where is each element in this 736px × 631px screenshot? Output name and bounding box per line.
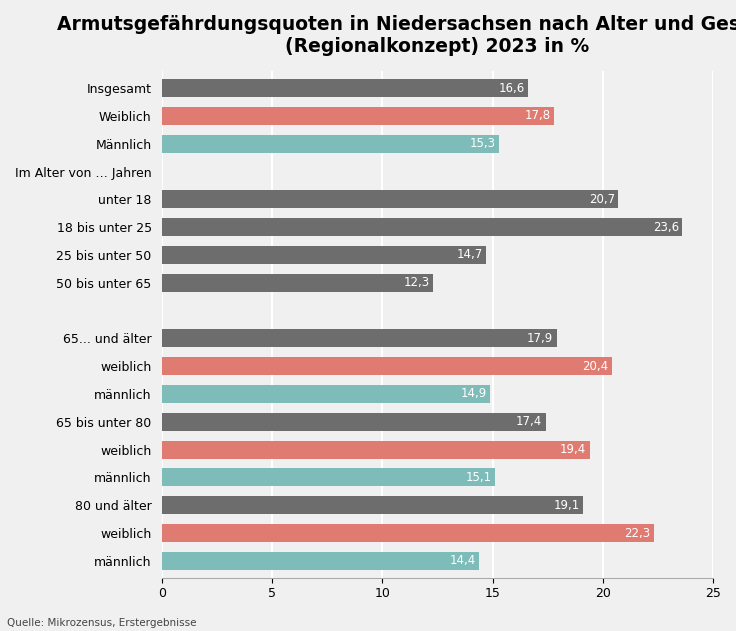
Text: 22,3: 22,3 bbox=[624, 526, 650, 540]
Text: 19,1: 19,1 bbox=[553, 498, 580, 512]
Bar bbox=[162, 191, 618, 208]
Text: 12,3: 12,3 bbox=[404, 276, 430, 289]
Text: 15,1: 15,1 bbox=[465, 471, 492, 484]
Bar bbox=[162, 524, 654, 542]
Text: 19,4: 19,4 bbox=[560, 443, 587, 456]
Bar bbox=[162, 246, 486, 264]
Bar bbox=[162, 218, 682, 236]
Bar bbox=[162, 413, 545, 431]
Bar bbox=[162, 385, 490, 403]
Bar bbox=[162, 357, 612, 375]
Text: 15,3: 15,3 bbox=[470, 137, 496, 150]
Text: 20,7: 20,7 bbox=[589, 193, 615, 206]
Text: Quelle: Mikrozensus, Erstergebnisse: Quelle: Mikrozensus, Erstergebnisse bbox=[7, 618, 197, 628]
Text: 16,6: 16,6 bbox=[498, 81, 525, 95]
Bar bbox=[162, 79, 528, 97]
Text: 17,9: 17,9 bbox=[527, 332, 553, 345]
Text: 23,6: 23,6 bbox=[653, 221, 679, 233]
Bar bbox=[162, 134, 499, 153]
Bar bbox=[162, 551, 479, 570]
Bar bbox=[162, 440, 590, 459]
Bar bbox=[162, 107, 554, 125]
Bar bbox=[162, 274, 434, 292]
Text: 17,8: 17,8 bbox=[525, 109, 551, 122]
Text: 20,4: 20,4 bbox=[582, 360, 609, 373]
Title: Armutsgefährdungsquoten in Niedersachsen nach Alter und Geschlecht
(Regionalkonz: Armutsgefährdungsquoten in Niedersachsen… bbox=[57, 15, 736, 56]
Text: 14,9: 14,9 bbox=[461, 387, 487, 401]
Bar bbox=[162, 468, 495, 487]
Text: 14,7: 14,7 bbox=[456, 249, 483, 261]
Text: 17,4: 17,4 bbox=[516, 415, 542, 428]
Text: 14,4: 14,4 bbox=[450, 554, 476, 567]
Bar bbox=[162, 496, 583, 514]
Bar bbox=[162, 329, 556, 348]
